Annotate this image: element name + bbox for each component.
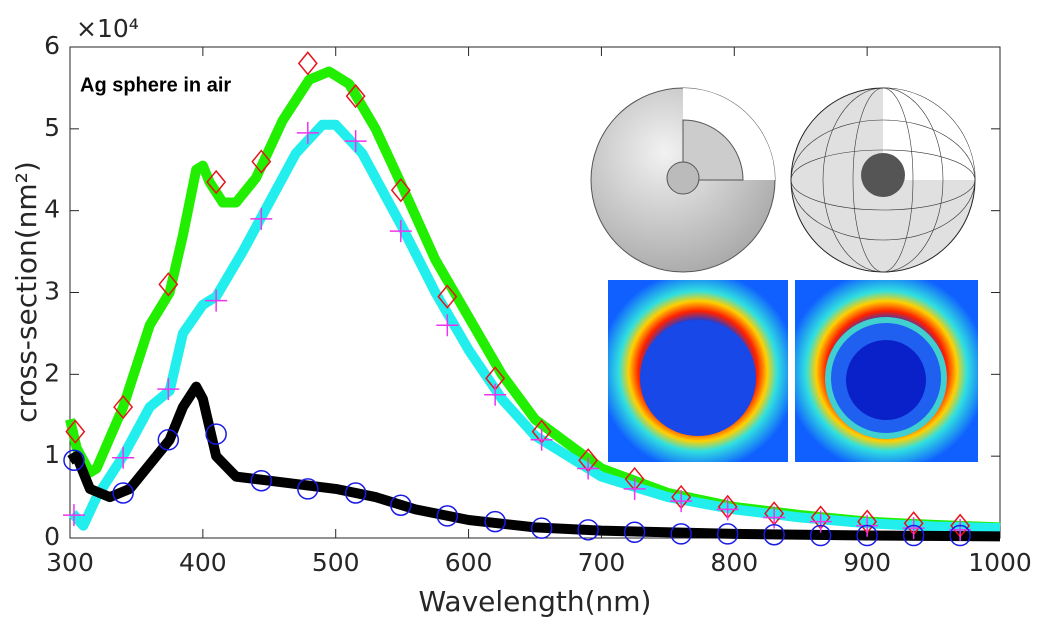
marker-plus xyxy=(205,289,228,312)
y-tick-label: 4 xyxy=(44,195,60,224)
marker-circle xyxy=(716,523,739,545)
marker-diamond xyxy=(251,149,272,174)
marker-circle xyxy=(157,429,180,451)
marker-plus xyxy=(62,504,85,527)
marker-circle xyxy=(390,494,412,517)
x-tick-label: 600 xyxy=(445,548,493,577)
x-tick-label: 800 xyxy=(710,548,758,577)
y-tick-label: 5 xyxy=(44,113,60,142)
y-axis-label: cross-section(nm²) xyxy=(10,161,43,423)
marker-circle xyxy=(902,524,925,547)
marker-circle xyxy=(809,524,832,547)
marker-plus xyxy=(577,457,600,480)
marker-circle xyxy=(436,505,459,527)
marker-circle xyxy=(763,523,785,546)
inset-field-maps xyxy=(608,280,978,462)
marker-circle xyxy=(949,524,971,547)
marker-diamond xyxy=(297,51,318,76)
y-multiplier: ×10⁴ xyxy=(76,14,139,43)
marker-circle xyxy=(530,517,553,539)
x-tick-label: 500 xyxy=(312,548,360,577)
x-tick-label: 700 xyxy=(578,548,626,577)
marker-plus xyxy=(296,121,319,144)
marker-circle xyxy=(484,510,506,533)
marker-diamond xyxy=(345,83,366,109)
inset-geometry xyxy=(590,87,976,273)
marker-diamond xyxy=(206,169,227,195)
x-tick-label: 300 xyxy=(46,548,94,577)
marker-circle xyxy=(250,469,273,492)
marker-diamond xyxy=(65,419,86,444)
y-tick-label: 0 xyxy=(44,522,60,551)
annotation: Ag sphere in air xyxy=(80,74,231,96)
marker-plus xyxy=(389,220,412,243)
marker-plus xyxy=(250,207,273,230)
marker-plus xyxy=(112,446,135,469)
marker-diamond xyxy=(437,284,458,309)
marker-circle xyxy=(856,524,878,547)
marker-diamond xyxy=(113,394,134,420)
x-tick-label: 1000 xyxy=(968,548,1032,577)
marker-diamond xyxy=(390,178,411,203)
x-axis-label: Wavelength(nm) xyxy=(419,585,652,618)
marker-circle xyxy=(670,523,692,545)
marker-circle xyxy=(577,519,599,541)
marker-plus xyxy=(716,498,739,521)
marker-plus xyxy=(157,378,180,401)
marker-plus xyxy=(484,383,507,406)
marker-circle xyxy=(63,449,85,472)
y-tick-label: 3 xyxy=(44,277,60,306)
marker-circle xyxy=(112,482,134,504)
marker-plus xyxy=(670,490,693,513)
y-tick-label: 1 xyxy=(44,440,60,469)
marker-circle xyxy=(344,482,367,504)
marker-plus xyxy=(530,428,553,451)
marker-diamond xyxy=(158,272,179,297)
y-tick-label: 6 xyxy=(44,31,60,60)
x-tick-label: 900 xyxy=(843,548,891,577)
marker-plus xyxy=(623,477,646,500)
series-line xyxy=(67,381,1001,542)
marker-circle xyxy=(205,423,227,445)
series-line xyxy=(68,119,1001,534)
marker-plus xyxy=(344,130,367,153)
marker-circle xyxy=(297,478,319,500)
y-tick-label: 2 xyxy=(44,358,60,387)
marker-plus xyxy=(436,314,459,337)
marker-circle xyxy=(623,521,646,544)
marker-plus xyxy=(809,510,832,533)
x-tick-label: 400 xyxy=(179,548,227,577)
